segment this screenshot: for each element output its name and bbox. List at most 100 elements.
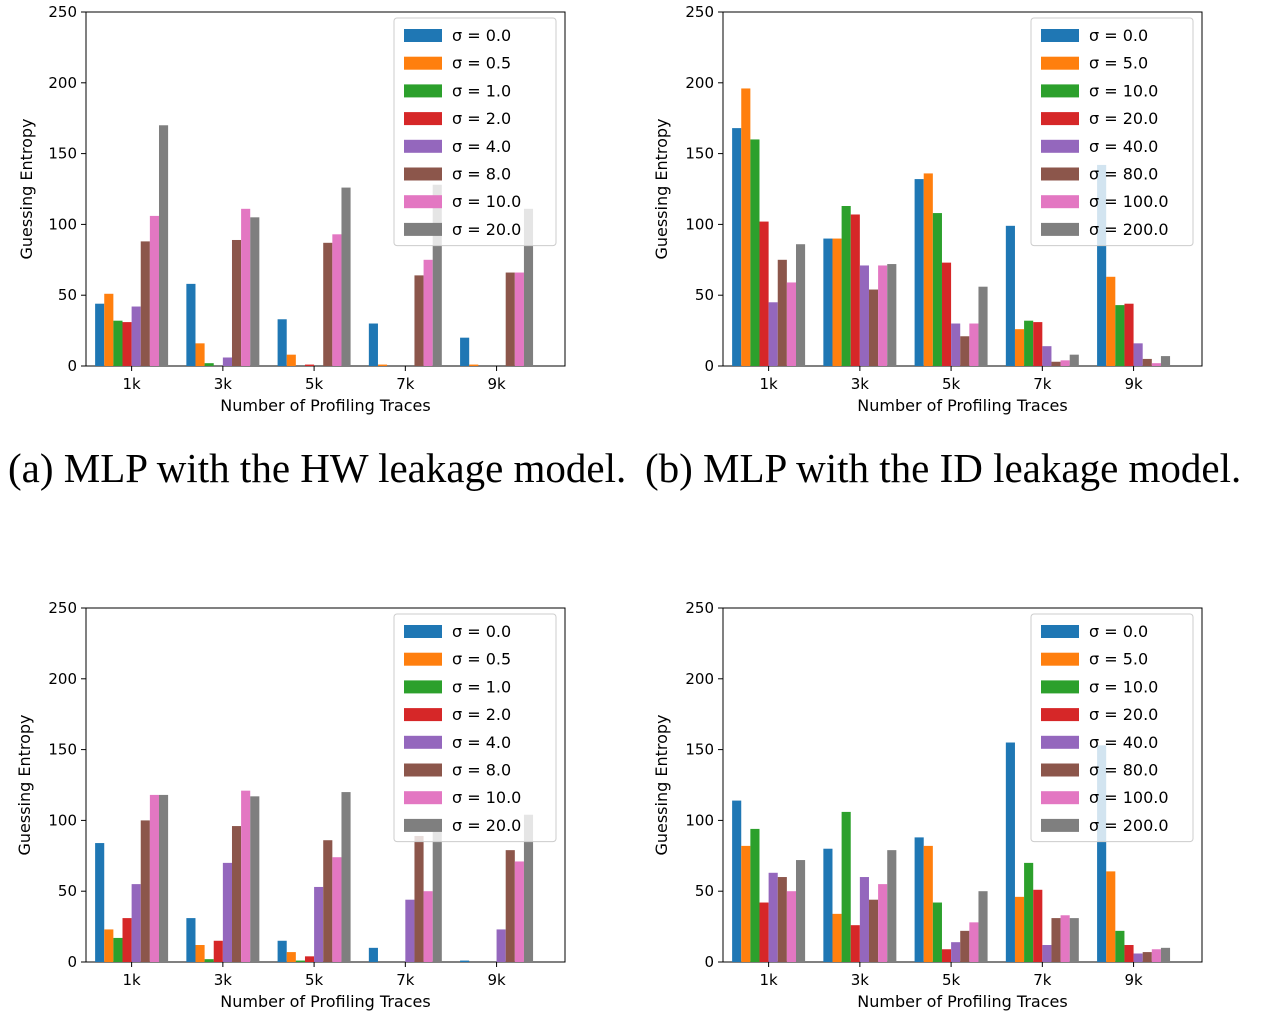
bar (960, 336, 970, 366)
y-tick-label: 150 (685, 741, 714, 759)
legend-label: σ = 10.0 (452, 788, 521, 807)
caption-a: (a) MLP with the HW leakage model. (8, 445, 627, 491)
legend-label: σ = 100.0 (1089, 788, 1169, 807)
bar (923, 173, 933, 366)
legend-label: σ = 10.0 (1089, 81, 1158, 100)
y-axis-label: Guessing Entropy (652, 714, 671, 855)
x-tick-label: 9k (487, 971, 506, 989)
bar (1133, 953, 1143, 962)
bar (460, 960, 470, 962)
x-tick-label: 3k (851, 375, 870, 393)
bar (841, 205, 851, 366)
y-tick-label: 50 (695, 882, 714, 900)
bar (1051, 361, 1061, 366)
bar (732, 128, 742, 366)
y-tick-label: 200 (48, 74, 77, 92)
legend-label: σ = 0.0 (452, 26, 511, 45)
x-tick-label: 7k (1033, 971, 1052, 989)
legend-box (1030, 613, 1194, 843)
bar (941, 949, 952, 962)
legend-swatch (1041, 652, 1079, 666)
y-tick-label: 100 (48, 811, 77, 829)
legend-swatch (1041, 735, 1079, 749)
bar (969, 323, 979, 366)
bar (323, 242, 333, 366)
x-axis-label: Number of Profiling Traces (857, 992, 1067, 1011)
bar (868, 289, 879, 366)
bar (1033, 322, 1043, 366)
bar (1160, 356, 1171, 366)
bar (1060, 360, 1070, 366)
y-tick-label: 200 (685, 74, 714, 92)
y-tick-label: 200 (48, 670, 77, 688)
bar (786, 891, 796, 962)
legend-swatch (1041, 625, 1079, 638)
bar (768, 872, 778, 962)
x-tick-label: 9k (487, 375, 506, 393)
bar (1097, 745, 1107, 962)
legend-swatch (1041, 791, 1079, 805)
bar (1005, 742, 1015, 962)
legend-swatch (404, 84, 442, 98)
bar (158, 794, 169, 962)
x-tick-label: 7k (396, 971, 415, 989)
legend-label: σ = 5.0 (1089, 54, 1148, 73)
bar (1060, 915, 1070, 962)
legend-label: σ = 20.0 (1089, 705, 1158, 724)
y-tick-label: 150 (685, 145, 714, 163)
bar (1005, 225, 1015, 366)
legend-swatch (404, 222, 442, 236)
y-axis-label: Guessing Entropy (17, 118, 36, 259)
caption-b: (b) MLP with the ID leakage model. (645, 445, 1242, 491)
chart-panel-id-top: 0 50 100 150 200 250 1k 3k 5k 7k 9k Number of Profi… (652, 3, 1203, 415)
legend-label: σ = 40.0 (1089, 733, 1158, 752)
legend-swatch (404, 625, 442, 638)
bar (332, 857, 342, 962)
legend-swatch (1041, 167, 1079, 181)
legend-label: σ = 100.0 (1089, 192, 1169, 211)
x-tick-label: 1k (760, 375, 779, 393)
bar (314, 886, 324, 962)
legend-label: σ = 200.0 (1089, 220, 1169, 239)
x-tick-label: 1k (760, 971, 779, 989)
legend-swatch (1041, 222, 1079, 236)
bar (213, 940, 223, 962)
bar (140, 241, 150, 366)
bar (777, 877, 787, 962)
legend-label: σ = 0.0 (1089, 622, 1148, 641)
bar (786, 282, 796, 366)
bar (732, 800, 742, 962)
bar (978, 891, 988, 962)
bar (1115, 305, 1125, 366)
y-tick-label: 200 (685, 670, 714, 688)
bar (841, 811, 851, 962)
y-axis-label: Guessing Entropy (652, 118, 671, 259)
y-tick-label: 0 (67, 357, 77, 375)
y-tick-label: 100 (685, 215, 714, 233)
bar (1124, 945, 1134, 962)
bar (149, 215, 159, 366)
legend-box (1030, 17, 1194, 247)
x-axis-label: Number of Profiling Traces (857, 396, 1067, 415)
bar (231, 239, 242, 366)
bar (277, 940, 287, 962)
bar (405, 899, 415, 962)
legend-box (393, 613, 557, 843)
bar (304, 956, 315, 962)
x-tick-label: 5k (305, 971, 324, 989)
bar (1097, 164, 1107, 366)
bar (795, 244, 806, 366)
bar (377, 364, 388, 366)
legend-label: σ = 20.0 (1089, 109, 1158, 128)
legend-swatch (1041, 763, 1079, 777)
legend-label: σ = 20.0 (452, 220, 521, 239)
bar (158, 125, 169, 366)
bar (286, 354, 296, 366)
bar (914, 179, 924, 366)
y-tick-label: 100 (48, 215, 77, 233)
y-tick-label: 250 (685, 3, 714, 21)
bar (505, 272, 515, 366)
bar (1042, 945, 1052, 962)
bar (1160, 947, 1171, 962)
bar (951, 942, 961, 962)
